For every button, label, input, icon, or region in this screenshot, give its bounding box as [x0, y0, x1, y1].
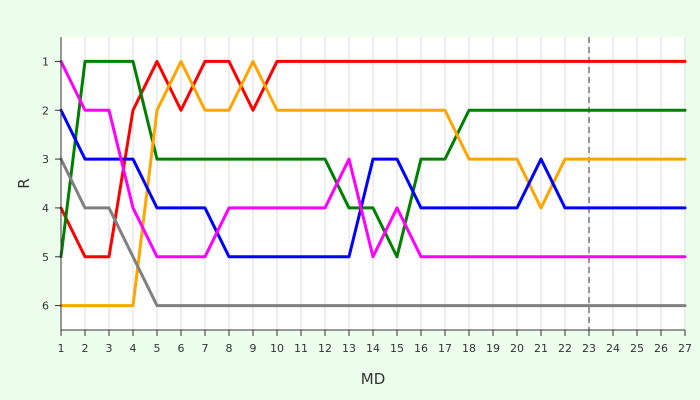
x-tick-label-9: 9 — [250, 342, 257, 355]
x-tick-label-13: 13 — [342, 342, 356, 355]
x-tick-label-7: 7 — [202, 342, 209, 355]
x-axis-title: MD — [361, 370, 386, 388]
y-tick-label-2: 2 — [42, 104, 49, 117]
x-tick-label-8: 8 — [226, 342, 233, 355]
grid-lines — [60, 37, 686, 330]
x-tick-label-4: 4 — [130, 342, 137, 355]
series-line-3 — [59, 59, 687, 308]
y-tick-label-5: 5 — [42, 251, 49, 264]
x-tick-label-26: 26 — [654, 342, 668, 355]
x-tick-label-23: 23 — [582, 342, 596, 355]
x-tick-label-11: 11 — [294, 342, 308, 355]
x-tick-label-18: 18 — [462, 342, 476, 355]
x-tick-label-1: 1 — [58, 342, 65, 355]
x-tick-label-12: 12 — [318, 342, 332, 355]
x-tick-label-17: 17 — [438, 342, 452, 355]
x-tick-label-19: 19 — [486, 342, 500, 355]
y-tick-label-3: 3 — [42, 153, 49, 166]
y-tick-labels: 1 2 3 4 5 6 — [42, 55, 49, 312]
series-group — [59, 59, 687, 308]
x-tick-label-21: 21 — [534, 342, 548, 355]
x-tick-label-5: 5 — [154, 342, 161, 355]
series-line-4 — [59, 108, 687, 259]
x-tick-label-22: 22 — [558, 342, 572, 355]
x-tick-label-24: 24 — [606, 342, 620, 355]
y-tick-label-6: 6 — [42, 300, 49, 313]
x-tick-label-20: 20 — [510, 342, 524, 355]
axes-group — [55, 37, 686, 336]
series-line-2 — [59, 59, 687, 259]
x-tick-label-27: 27 — [678, 342, 692, 355]
x-tick-label-14: 14 — [366, 342, 380, 355]
x-tick-labels: 1 2 3 4 5 6 7 8 9 10 11 12 13 14 15 16 17 18 19 20 21 22 23 24 2… — [58, 342, 693, 355]
series-line-5 — [59, 59, 687, 259]
y-tick-label-4: 4 — [42, 202, 49, 215]
series-line-6 — [59, 157, 687, 308]
x-tick-label-16: 16 — [414, 342, 428, 355]
x-tick-label-2: 2 — [82, 342, 89, 355]
x-tick-label-15: 15 — [390, 342, 404, 355]
y-axis-title: R — [15, 178, 33, 188]
x-tick-label-3: 3 — [106, 342, 113, 355]
y-tick-label-1: 1 — [42, 55, 49, 68]
x-tick-label-6: 6 — [178, 342, 185, 355]
series-line-1 — [59, 59, 687, 259]
x-tick-label-10: 10 — [270, 342, 284, 355]
x-tick-label-25: 25 — [630, 342, 644, 355]
